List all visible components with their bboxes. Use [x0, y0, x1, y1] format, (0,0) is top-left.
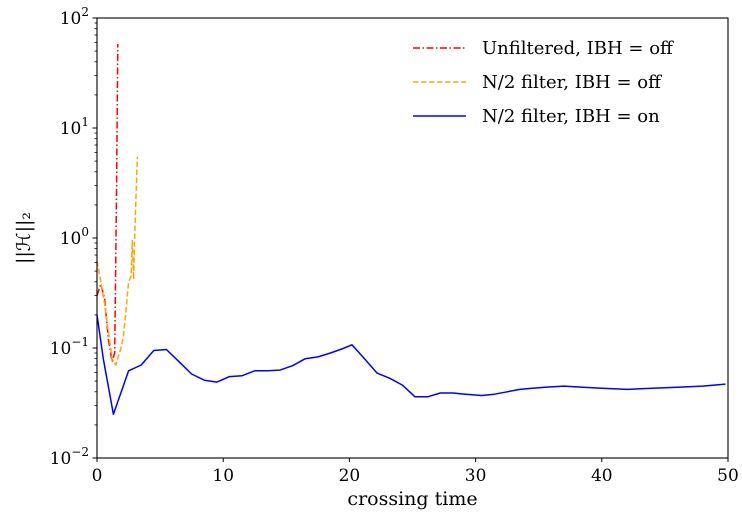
- y-tick-label: 102: [60, 5, 89, 29]
- y-tick-label: 10−2: [50, 445, 89, 469]
- legend-label-1: Unfiltered, IBH = off: [482, 38, 674, 59]
- x-tick-label: 20: [339, 466, 361, 486]
- series-layer: [97, 43, 726, 415]
- x-tick-label: 40: [591, 466, 613, 486]
- ticks-layer: 0 10 20 30 40 50 10−2 10−1 100 101 102: [50, 5, 739, 486]
- legend: Unfiltered, IBH = off N/2 filter, IBH = o…: [413, 38, 674, 127]
- x-axis-label: crossing time: [347, 488, 477, 510]
- x-tick-label: 30: [465, 466, 487, 486]
- y-tick-label: 100: [60, 225, 89, 249]
- legend-label-2: N/2 filter, IBH = off: [482, 72, 662, 93]
- y-tick-label: 10−1: [50, 335, 89, 359]
- x-tick-label: 50: [717, 466, 739, 486]
- series-line-3: [97, 314, 726, 415]
- x-tick-label: 10: [212, 466, 234, 486]
- y-axis-label: ||ℋ||₂: [13, 212, 35, 264]
- series-line-2: [97, 156, 139, 366]
- legend-label-3: N/2 filter, IBH = on: [482, 106, 660, 127]
- x-tick-label: 0: [92, 466, 103, 486]
- series-line-1: [97, 43, 119, 363]
- y-tick-label: 101: [60, 115, 89, 139]
